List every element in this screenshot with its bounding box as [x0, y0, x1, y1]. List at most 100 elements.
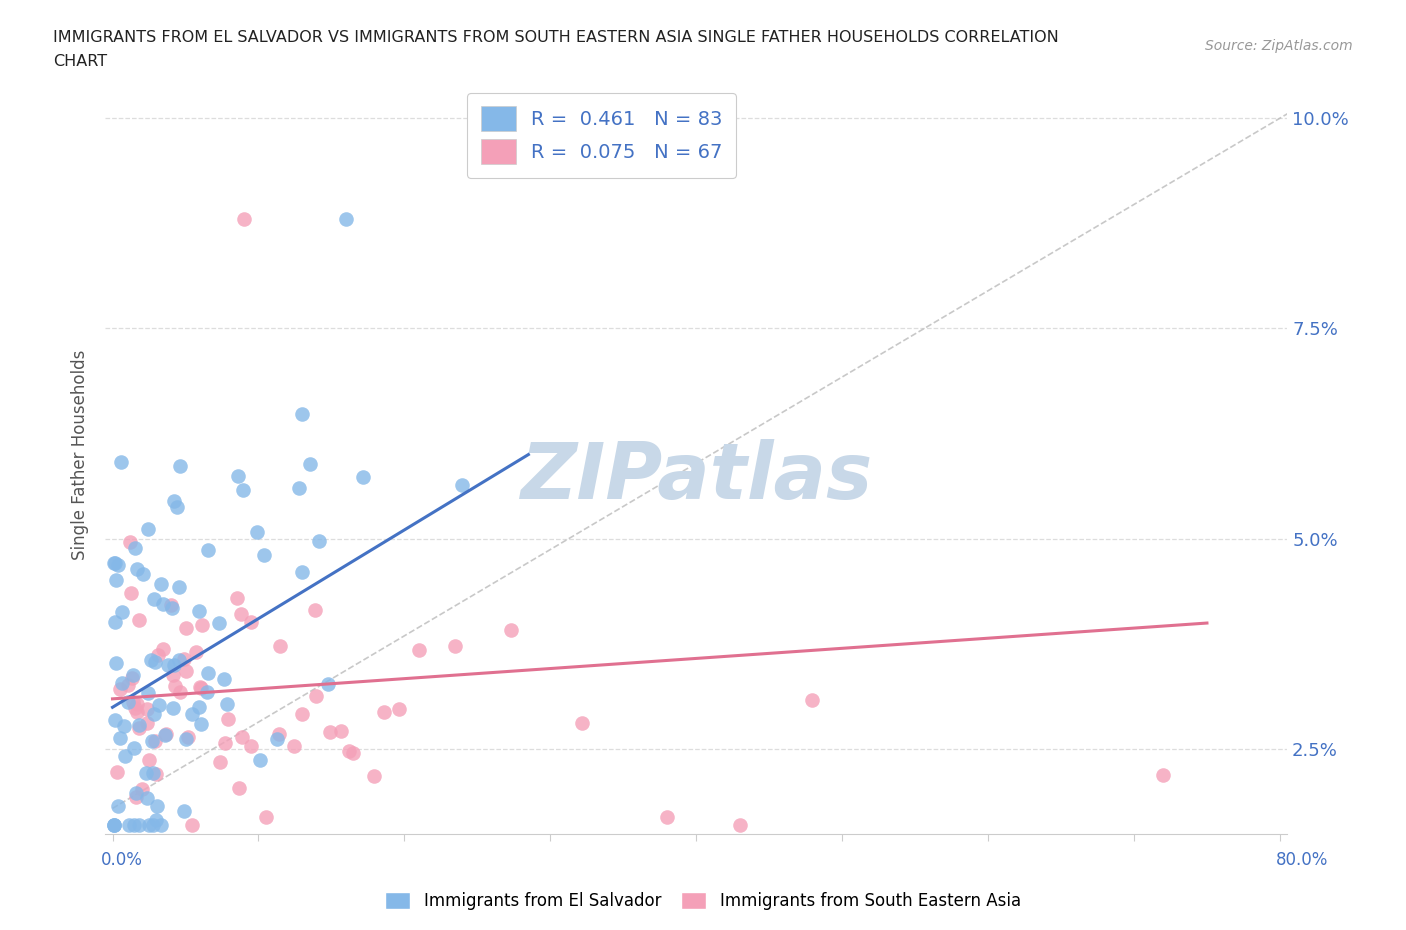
Point: [124, 540, 146, 555]
Point: [136, 715, 159, 730]
Point: [120, 535, 142, 550]
Y-axis label: Single Father Households: Single Father Households: [72, 350, 89, 560]
Point: [114, 749, 136, 764]
Point: [291, 565, 314, 579]
Point: [728, 817, 751, 832]
Point: [162, 658, 184, 672]
Point: [117, 695, 139, 710]
Point: [174, 732, 197, 747]
Point: [136, 685, 159, 700]
Point: [148, 698, 170, 712]
Point: [188, 604, 211, 618]
Point: [190, 716, 212, 731]
Point: [217, 711, 239, 726]
Point: [139, 653, 162, 668]
Point: [226, 469, 249, 484]
Point: [177, 730, 200, 745]
Point: [103, 817, 125, 832]
Point: [655, 809, 678, 824]
Point: [249, 752, 271, 767]
Point: [212, 671, 235, 686]
Point: [131, 782, 153, 797]
Point: [269, 639, 291, 654]
Point: [304, 689, 326, 704]
Point: [112, 719, 135, 734]
Point: [121, 667, 143, 682]
Point: [225, 591, 247, 605]
Point: [160, 600, 183, 615]
Text: IMMIGRANTS FROM EL SALVADOR VS IMMIGRANTS FROM SOUTH EASTERN ASIA SINGLE FATHER : IMMIGRANTS FROM EL SALVADOR VS IMMIGRANT…: [53, 30, 1059, 45]
Point: [162, 668, 184, 683]
Point: [142, 765, 165, 780]
Point: [157, 658, 180, 672]
Point: [128, 612, 150, 627]
Point: [181, 706, 204, 721]
Point: [132, 566, 155, 581]
Point: [136, 522, 159, 537]
Point: [136, 702, 159, 717]
Point: [125, 786, 148, 801]
Point: [231, 729, 253, 744]
Point: [266, 731, 288, 746]
Point: [208, 754, 231, 769]
Point: [103, 615, 125, 630]
Point: [501, 623, 523, 638]
Text: CHART: CHART: [53, 54, 107, 69]
Point: [145, 655, 167, 670]
Point: [110, 455, 132, 470]
Point: [143, 706, 166, 721]
Point: [122, 740, 145, 755]
Point: [125, 562, 148, 577]
Point: [117, 677, 139, 692]
Point: [118, 817, 141, 832]
Point: [215, 697, 238, 711]
Point: [388, 701, 411, 716]
Point: [408, 643, 430, 658]
Point: [122, 695, 145, 710]
Point: [174, 621, 197, 636]
Point: [128, 718, 150, 733]
Point: [363, 768, 385, 783]
Point: [444, 638, 467, 653]
Point: [150, 817, 173, 832]
Point: [128, 721, 150, 736]
Point: [308, 533, 330, 548]
Point: [337, 744, 360, 759]
Point: [304, 603, 326, 618]
Point: [111, 675, 134, 690]
Point: [160, 598, 183, 613]
Point: [135, 790, 157, 805]
Point: [128, 817, 150, 832]
Point: [283, 738, 305, 753]
Point: [124, 817, 146, 832]
Point: [180, 817, 202, 832]
Point: [239, 738, 262, 753]
Point: [110, 730, 132, 745]
Point: [173, 652, 195, 667]
Point: [155, 727, 177, 742]
Point: [104, 712, 127, 727]
Point: [245, 525, 267, 539]
Text: 0.0%: 0.0%: [101, 851, 143, 870]
Point: [342, 746, 364, 761]
Point: [163, 494, 186, 509]
Point: [173, 804, 195, 818]
Point: [145, 812, 167, 827]
Point: [188, 680, 211, 695]
Point: [352, 470, 374, 485]
Point: [162, 700, 184, 715]
Point: [104, 556, 127, 571]
Point: [319, 724, 342, 739]
Point: [146, 798, 169, 813]
Legend: R =  0.461   N = 83, R =  0.075   N = 67: R = 0.461 N = 83, R = 0.075 N = 67: [467, 93, 737, 178]
Point: [138, 817, 160, 832]
Point: [316, 677, 339, 692]
Point: [145, 766, 167, 781]
Point: [197, 666, 219, 681]
Point: [291, 706, 314, 721]
Point: [135, 765, 157, 780]
Point: [104, 656, 127, 671]
Point: [124, 700, 146, 715]
Point: [288, 480, 311, 495]
Point: [105, 764, 128, 779]
